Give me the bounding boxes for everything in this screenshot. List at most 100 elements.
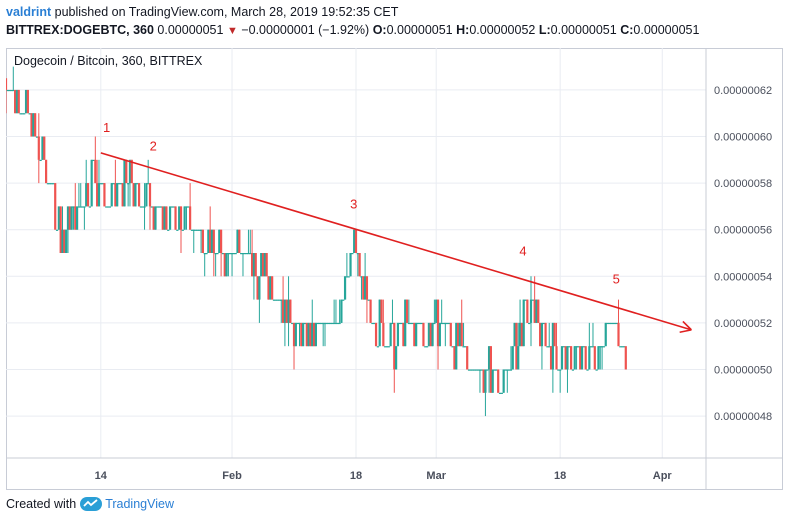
candle-body (486, 369, 489, 371)
tradingview-logo-icon (80, 497, 103, 511)
candle-body (154, 206, 157, 230)
candle-body (526, 299, 529, 323)
candle-body (50, 183, 53, 185)
candle-body (143, 206, 146, 208)
candle-body (168, 206, 172, 230)
candle-body (24, 89, 28, 114)
candle-body (398, 322, 401, 325)
candle-body (261, 253, 265, 277)
candle-body (240, 253, 243, 255)
wave-label: 4 (519, 243, 526, 258)
candle-body (469, 369, 472, 371)
candle-body (467, 369, 471, 371)
candle-body (343, 276, 347, 300)
candle-body (88, 206, 91, 208)
candle-body (549, 346, 553, 370)
candle-body (101, 183, 104, 185)
price-tick-label: 0.00000058 (714, 178, 772, 190)
candle-body (349, 253, 352, 277)
created-with-text: Created with (6, 497, 77, 511)
candle-body (446, 322, 449, 325)
candle-body (413, 322, 416, 347)
candle-body (116, 183, 119, 207)
time-tick-label: Apr (653, 470, 673, 482)
candle-body (447, 322, 451, 325)
time-tick-label: 14 (95, 470, 108, 482)
candle-body (176, 229, 179, 231)
open-label: O: (372, 23, 387, 37)
price-tick-label: 0.00000056 (714, 225, 772, 237)
candle-body (265, 253, 268, 277)
candle-body (201, 229, 204, 253)
tradingview-logo[interactable]: TradingView (80, 497, 174, 511)
candle-body (203, 253, 206, 255)
candle-body (179, 206, 183, 230)
candle-body (137, 183, 141, 207)
candle-body (70, 206, 73, 230)
candle-body (484, 369, 487, 393)
candle-body (307, 322, 310, 347)
candle-body (269, 276, 272, 300)
candle-body (537, 299, 540, 323)
candle-body (436, 299, 440, 347)
time-axis: 14 Feb 18 Mar 18 Apr (6, 457, 783, 482)
candle-body (136, 183, 139, 185)
time-tick-label: Feb (222, 470, 242, 482)
candle-body (161, 206, 164, 230)
candle-body (236, 229, 239, 253)
candle-body (329, 322, 332, 325)
candle-body (380, 299, 383, 323)
candle-body (141, 206, 144, 208)
candle-body (281, 299, 285, 323)
candle-body (106, 206, 110, 208)
candle-body (471, 369, 474, 371)
candle-body (8, 89, 11, 92)
candle-body (347, 276, 350, 278)
candle-body (588, 346, 591, 370)
candle-body (63, 229, 66, 253)
candle-body (305, 322, 308, 347)
candle-body (55, 229, 59, 231)
candle-body (336, 322, 339, 325)
candle-body (72, 206, 75, 208)
candle-body (575, 346, 578, 348)
candle-body (52, 183, 55, 185)
candle-body (611, 322, 615, 325)
candle-body (440, 322, 443, 325)
candle-body (546, 346, 549, 348)
candle-body (183, 206, 186, 230)
author-link[interactable]: valdrint (6, 5, 52, 19)
price-tick-label: 0.00000060 (714, 132, 772, 144)
candle-body (342, 299, 345, 301)
candle-body (21, 113, 24, 115)
candle-body (325, 322, 328, 325)
candle-body (522, 299, 525, 347)
candle-body (376, 346, 379, 348)
candle-body (456, 322, 460, 347)
candle-body (134, 183, 137, 207)
time-tick-label: 18 (554, 470, 566, 482)
candle-body (256, 276, 259, 300)
candle-body (369, 299, 372, 323)
candle-body (433, 322, 436, 325)
candle-body (418, 322, 421, 325)
candle-body (429, 322, 432, 347)
candle-body (435, 299, 438, 323)
candle-body (300, 322, 303, 347)
candle-body (97, 183, 101, 207)
candle-body (502, 369, 505, 393)
candle-body (252, 253, 256, 277)
candle-body (17, 89, 20, 114)
candle-body (444, 322, 447, 325)
candle-body (464, 346, 467, 348)
candle-body (59, 206, 62, 253)
candle-body (420, 322, 423, 325)
candle-body (258, 276, 261, 300)
candle-body (110, 183, 113, 207)
candle-body (289, 299, 292, 323)
candle-body (597, 346, 600, 370)
candle-body (229, 253, 232, 255)
candle-body (586, 369, 589, 371)
candle-body (108, 206, 112, 208)
